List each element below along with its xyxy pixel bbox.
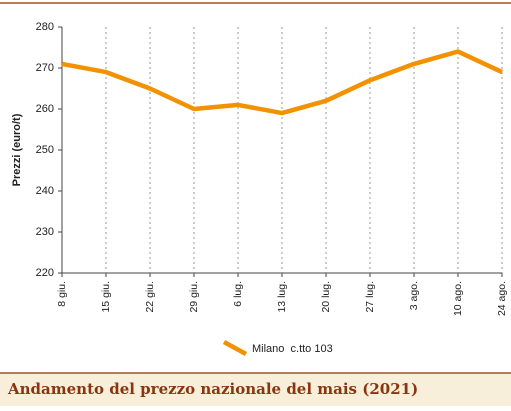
x-tick-label: 27 lug. [364,281,376,313]
y-tick-label: 280 [36,21,54,33]
x-tick-label: 15 giu. [100,281,112,313]
y-tick-label: 250 [36,144,54,156]
y-tick-label: 230 [36,226,54,238]
x-tick-label: 8 giu. [56,281,68,307]
x-tick-label: 3 ago. [408,281,420,310]
y-tick-label: 220 [36,267,54,279]
y-tick-label: 260 [36,103,54,115]
line [61,49,503,116]
x-tick-label: 6 lug. [232,281,244,307]
y-axis-label: Prezzi (euro/t) [11,113,23,186]
legend-label: Milano c.tto 103 [252,343,333,355]
x-tick-label: 10 ago. [452,281,464,316]
x-tick-label: 13 lug. [276,281,288,313]
chart-title: Andamento del prezzo nazionale del mais … [7,380,418,398]
x-tick-label: 20 lug. [320,281,332,313]
legend-swatch [222,340,248,356]
x-tick-label: 22 giu. [144,281,156,313]
y-tick-label: 240 [36,185,54,197]
x-tick-label: 29 giu. [188,281,200,313]
y-tick-label: 270 [36,62,54,74]
x-tick-label: 24 ago. [496,281,508,316]
title-band [0,373,511,406]
